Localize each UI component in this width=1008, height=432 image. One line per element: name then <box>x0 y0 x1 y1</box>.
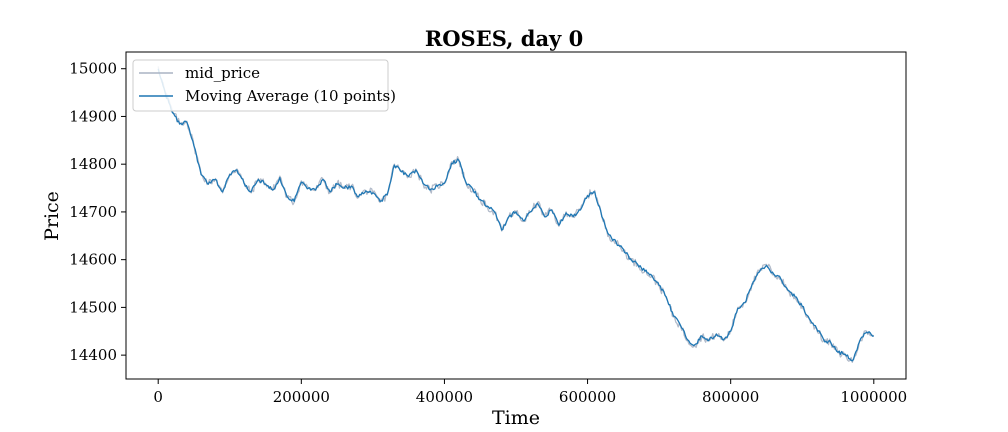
legend-label-mid-price: mid_price <box>185 64 260 82</box>
y-tick-label: 14900 <box>69 107 117 125</box>
legend: mid_price Moving Average (10 points) <box>132 59 396 112</box>
series-layer <box>157 66 875 363</box>
y-tick-label: 14400 <box>69 346 117 364</box>
legend-box <box>132 59 389 112</box>
series-moving-average <box>157 68 874 362</box>
x-tick-label: 600000 <box>559 388 616 406</box>
x-tick-label: 400000 <box>416 388 473 406</box>
y-tick-label: 14500 <box>69 298 117 316</box>
y-tick-label: 15000 <box>69 60 117 78</box>
y-tick-label: 14800 <box>69 155 117 173</box>
y-tick-label: 14600 <box>69 251 117 269</box>
x-tick-label: 800000 <box>702 388 759 406</box>
y-tick-label: 14700 <box>69 203 117 221</box>
y-axis-label: Price <box>41 191 63 241</box>
x-tick-label: 0 <box>153 388 163 406</box>
x-axis-label: Time <box>492 407 540 429</box>
plot-frame <box>125 51 907 380</box>
x-axis: 0 200000 400000 600000 800000 1000000 <box>153 379 907 406</box>
legend-label-moving-average: Moving Average (10 points) <box>185 87 396 105</box>
x-tick-label: 1000000 <box>840 388 907 406</box>
y-axis: 14400 14500 14600 14700 14800 14900 15000 <box>69 60 126 364</box>
chart-title: ROSES, day 0 <box>425 26 583 51</box>
x-tick-label: 200000 <box>273 388 330 406</box>
